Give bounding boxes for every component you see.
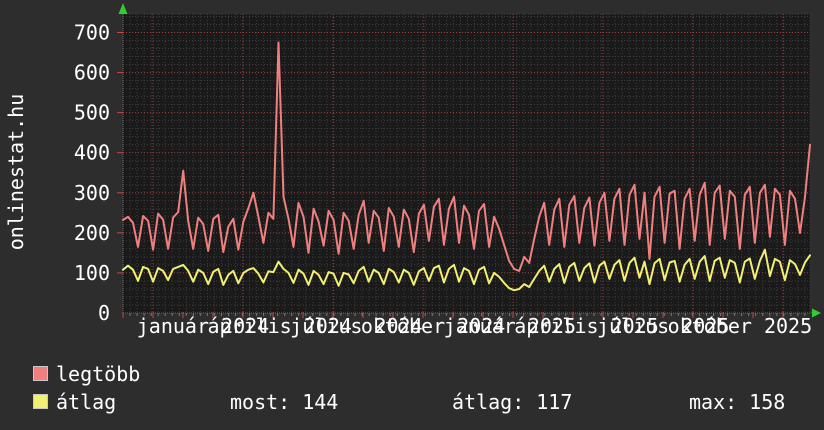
legend-swatch-atlag (33, 394, 48, 409)
x-tick-label: október 2025 (668, 314, 813, 338)
x-tick-label: július 2024 (290, 314, 422, 338)
y-tick-label: 0 (98, 301, 110, 325)
x-axis-arrow-icon (812, 308, 821, 318)
plot-area (123, 14, 810, 313)
axes (117, 8, 818, 318)
y-tick-label: 600 (74, 61, 110, 85)
y-tick-label: 200 (74, 221, 110, 245)
x-tick-label: január 2024 (137, 314, 269, 338)
x-tick-label: október 2024 (361, 314, 506, 338)
stat-most: most: 144 (230, 390, 338, 414)
stat-atlag: átlag: 117 (452, 390, 572, 414)
stat-max-value: 158 (749, 390, 786, 414)
stat-max-label: max: (689, 390, 738, 414)
stat-max: max: 158 (689, 390, 785, 414)
y-tick-label: 100 (74, 261, 110, 285)
y-tick-label: 300 (74, 181, 110, 205)
x-tick-label: április 2024 (207, 314, 352, 338)
stat-most-value: 144 (302, 390, 339, 414)
grid-major (123, 14, 810, 313)
y-tick-label: 400 (74, 141, 110, 165)
stat-atlag-value: 117 (536, 390, 573, 414)
series-atlag (122, 248, 811, 292)
legend-label-legtobb: legtöbb (56, 362, 141, 386)
y-axis-arrow-icon (118, 3, 128, 14)
y-tick-label: 500 (74, 101, 110, 125)
legend-swatch-legtobb (33, 366, 48, 381)
stat-most-label: most: (230, 390, 291, 414)
x-tick-label: április 2025 (514, 314, 659, 338)
x-tick-label: július 2025 (597, 314, 729, 338)
series-legtobb (122, 41, 811, 272)
legend-label-atlag: átlag (56, 390, 117, 414)
x-tick-label: január 2025 (444, 314, 576, 338)
y-tick-label: 700 (74, 21, 110, 45)
stat-atlag-label: átlag: (452, 390, 525, 414)
y-axis-labels: 0 100 200 300 400 500 600 700 (74, 21, 110, 326)
